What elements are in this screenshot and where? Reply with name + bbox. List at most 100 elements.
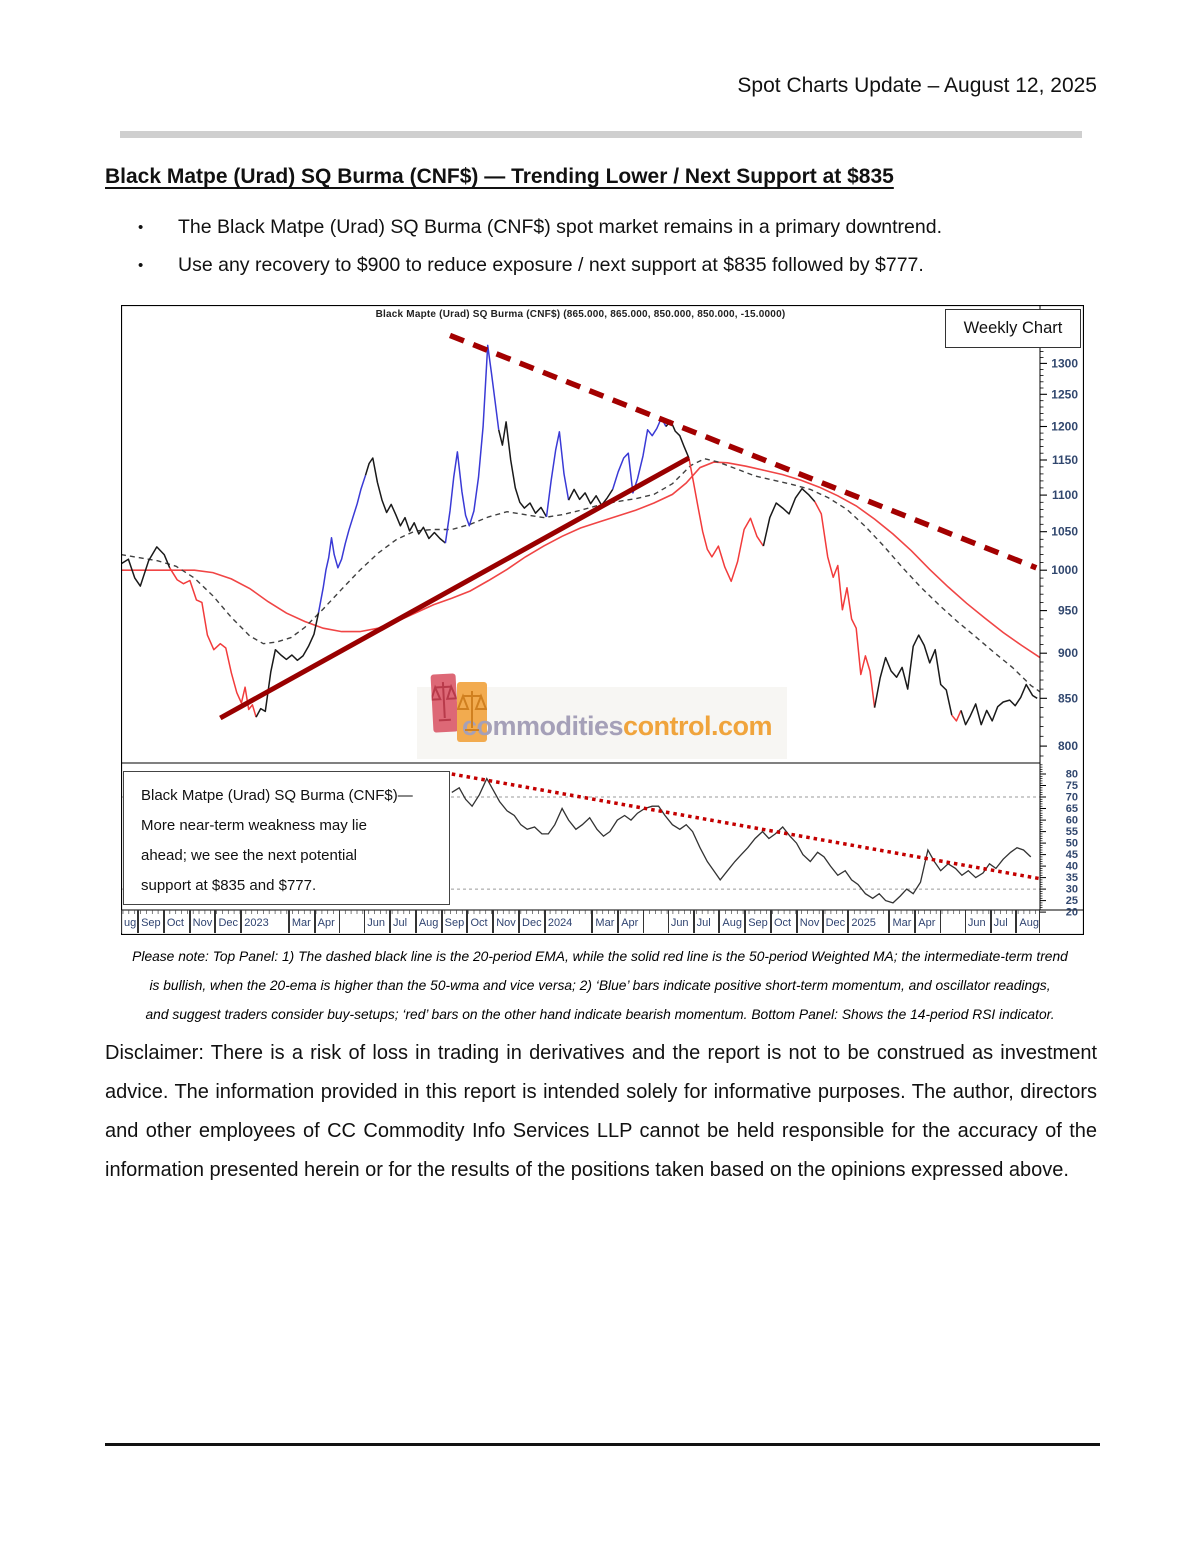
x-axis-label: 2023	[241, 910, 289, 933]
price-chart: commoditiescontrol.com 800 850 900 950 1000 1…	[121, 305, 1084, 935]
price-axis-label: 1100	[1052, 488, 1078, 502]
x-axis-label	[340, 910, 364, 933]
price-segment-black	[121, 546, 171, 587]
wma-line	[121, 461, 1041, 659]
watermark: commoditiescontrol.com	[121, 305, 1084, 935]
x-axis-label: 2025	[848, 910, 890, 933]
price-axis-label: 1150	[1052, 453, 1078, 467]
rsi-axis-label: 30	[1066, 884, 1078, 896]
x-axis-label: 2024	[544, 910, 593, 933]
bullet-icon: •	[138, 219, 144, 236]
x-axis-label: Sep	[745, 910, 771, 933]
rsi-axis-label: 60	[1066, 815, 1078, 827]
rsi-axis-label: 75	[1066, 780, 1078, 792]
rsi-axis-label: 65	[1066, 803, 1078, 815]
note-line: and suggest traders consider buy-setups;…	[145, 1007, 1055, 1022]
x-axis-label: Apr	[314, 910, 341, 933]
x-axis-label: Oct	[467, 910, 494, 933]
x-axis-label: Jul	[390, 910, 416, 933]
x-axis-label: Nov	[189, 910, 216, 933]
x-axis-label: Aug	[719, 910, 746, 933]
watermark-text: commoditiescontrol.com	[462, 711, 773, 741]
chart-annotation-box: Black Matpe (Urad) SQ Burma (CNF$)— More…	[123, 771, 450, 905]
bullet-item: • The Black Matpe (Urad) SQ Burma (CNF$)…	[138, 216, 942, 239]
note-line: is bullish, when the 20-ema is higher th…	[149, 978, 1051, 993]
price-segment-black	[873, 634, 953, 716]
downtrend-line	[448, 332, 1038, 571]
note-line: Please note: Top Panel: 1) The dashed bl…	[132, 949, 1068, 964]
disclaimer-text: Disclaimer: There is a risk of loss in t…	[105, 1042, 1097, 1181]
footer-rule	[105, 1443, 1100, 1446]
price-segment-red	[169, 567, 257, 718]
x-axis-label: Jul	[990, 910, 1017, 933]
x-axis-label	[644, 910, 668, 933]
price-segment-black	[567, 488, 614, 506]
x-axis-label: Jul	[693, 910, 720, 933]
x-axis-label: Sep	[441, 910, 468, 933]
uptrend-line	[219, 455, 691, 721]
x-axis-label: Nov	[796, 910, 823, 933]
annotation-line: More near-term weakness may lie	[141, 817, 367, 834]
x-axis-label: Sep	[138, 910, 164, 933]
x-axis-label	[941, 910, 965, 933]
price-segment-red	[688, 457, 765, 583]
price-axis-label: 850	[1058, 691, 1078, 705]
price-axis-label: 1250	[1051, 387, 1078, 401]
price-segment-blue	[317, 475, 367, 613]
rsi-axis-label: 50	[1066, 838, 1078, 850]
price-axis-label: 950	[1058, 604, 1078, 618]
rsi-axis-label: 55	[1066, 826, 1078, 838]
price-segment-black	[960, 683, 1038, 726]
price-axis-label: 800	[1058, 739, 1078, 753]
ema-line	[121, 457, 1041, 693]
price-segment-red	[951, 710, 962, 722]
price-segment-blue	[444, 344, 500, 544]
price-axis-label: 1300	[1051, 356, 1078, 370]
x-axis-label: Jun	[364, 910, 391, 933]
price-segment-black	[762, 487, 816, 547]
chart-svg: 800 850 900 950 1000 1050 1100 1150 1200 1250 1300…	[121, 305, 1084, 935]
bullet-list: • The Black Matpe (Urad) SQ Burma (CNF$)…	[138, 216, 942, 292]
x-axis-label: Apr	[915, 910, 942, 933]
x-axis-label: ug	[121, 910, 139, 933]
rsi-axis-label: 20	[1066, 907, 1078, 919]
x-axis-label: Oct	[163, 910, 190, 933]
rsi-axis-label: 40	[1066, 861, 1078, 873]
annotation-line: ahead; we see the next potential	[141, 847, 357, 864]
x-axis-label: Apr	[618, 910, 645, 933]
header-divider	[120, 131, 1082, 138]
x-axis-label: Dec	[822, 910, 849, 933]
price-segment-black	[255, 612, 320, 718]
bullet-item: • Use any recovery to $900 to reduce exp…	[138, 254, 942, 277]
x-axis-label: Mar	[592, 910, 619, 933]
weekly-chart-badge: Weekly Chart	[945, 309, 1081, 348]
price-axis-label: 900	[1058, 646, 1078, 660]
price-axis-label: 1050	[1051, 525, 1078, 539]
rsi-axis-label: 45	[1066, 849, 1078, 861]
x-axis-label: Mar	[288, 910, 315, 933]
bullet-text: Use any recovery to $900 to reduce expos…	[178, 254, 924, 276]
rsi-axis-label: 80	[1066, 769, 1078, 781]
watermark-logo-icon	[430, 673, 459, 733]
x-axis-label: Dec	[215, 910, 242, 933]
page-header: Spot Charts Update – August 12, 2025	[737, 74, 1097, 97]
annotation-line: Black Matpe (Urad) SQ Burma (CNF$)—	[141, 787, 413, 804]
x-axis-label: Mar	[889, 910, 916, 933]
price-segment-black	[497, 421, 548, 518]
price-axis-label: 1000	[1051, 563, 1078, 577]
watermark-logo-icon	[457, 682, 487, 742]
bullet-text: The Black Matpe (Urad) SQ Burma (CNF$) s…	[178, 216, 942, 238]
price-segment-red	[814, 501, 876, 708]
x-axis-label: Aug	[415, 910, 442, 933]
x-axis-label: Dec	[519, 910, 545, 933]
x-axis-label: Jun	[964, 910, 991, 933]
x-axis-label: Oct	[771, 910, 797, 933]
x-axis-label: Nov	[493, 910, 520, 933]
x-axis-label: Jun	[667, 910, 694, 933]
x-axis-label: Aug	[1016, 910, 1040, 933]
chart-note: Please note: Top Panel: 1) The dashed bl…	[100, 942, 1100, 1029]
rsi-axis-label: 25	[1066, 895, 1078, 907]
rsi-axis-label: 70	[1066, 792, 1078, 804]
rsi-trendline	[451, 772, 1041, 881]
section-title: Black Matpe (Urad) SQ Burma (CNF$) — Tre…	[105, 165, 894, 188]
